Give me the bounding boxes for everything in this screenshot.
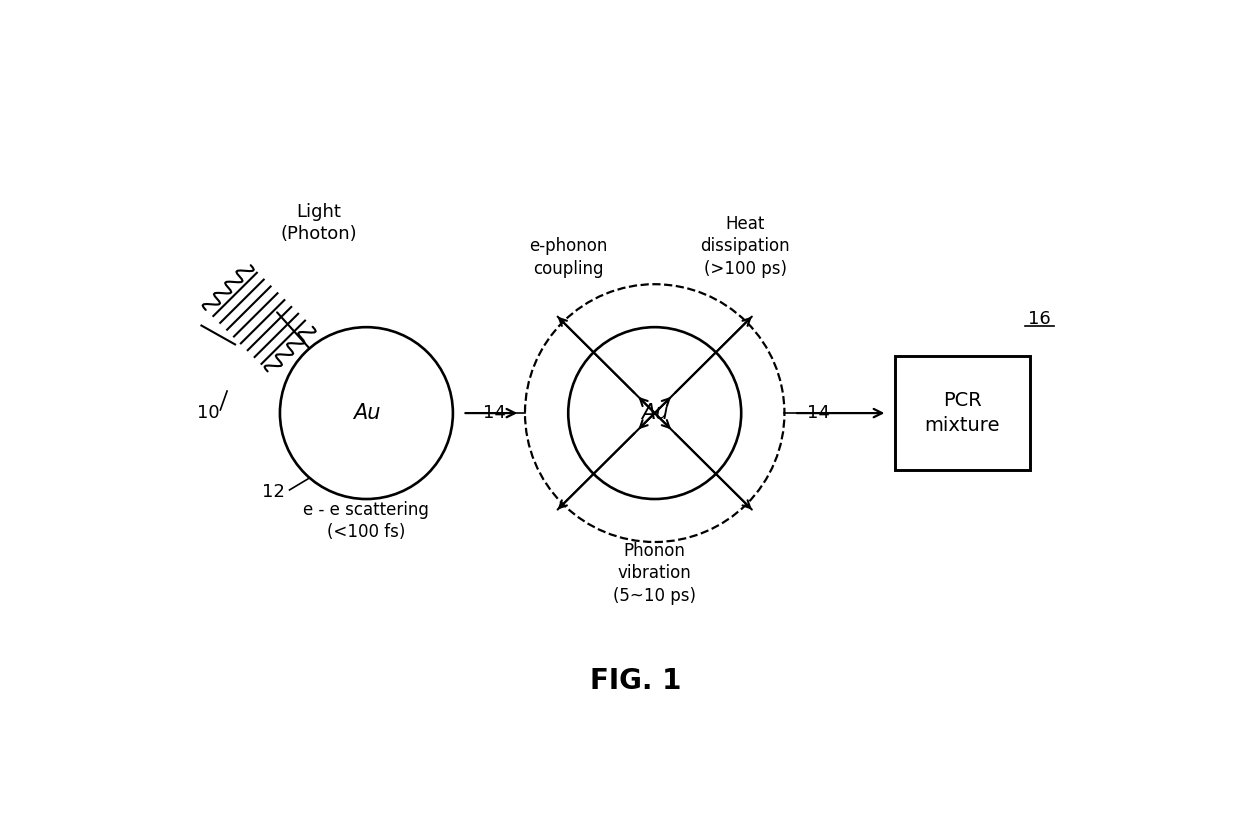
Ellipse shape — [280, 327, 453, 499]
Text: Phonon
vibration
(5~10 ps): Phonon vibration (5~10 ps) — [614, 542, 696, 605]
Bar — [895, 357, 1029, 470]
Text: 14: 14 — [482, 404, 506, 422]
Text: 10: 10 — [197, 404, 219, 422]
Text: 16: 16 — [1028, 310, 1050, 328]
Text: e - e scattering
(<100 fs): e - e scattering (<100 fs) — [304, 501, 429, 542]
Text: Au: Au — [641, 403, 668, 423]
Text: 12: 12 — [262, 483, 285, 501]
Text: PCR
mixture: PCR mixture — [925, 391, 999, 435]
Text: 14: 14 — [806, 404, 830, 422]
Text: Heat
dissipation
(>100 ps): Heat dissipation (>100 ps) — [701, 215, 790, 277]
Text: Light
(Photon): Light (Photon) — [280, 203, 357, 243]
Text: e-phonon
coupling: e-phonon coupling — [529, 237, 608, 277]
Ellipse shape — [568, 327, 742, 499]
Text: Au: Au — [352, 403, 381, 423]
Text: FIG. 1: FIG. 1 — [590, 667, 681, 694]
